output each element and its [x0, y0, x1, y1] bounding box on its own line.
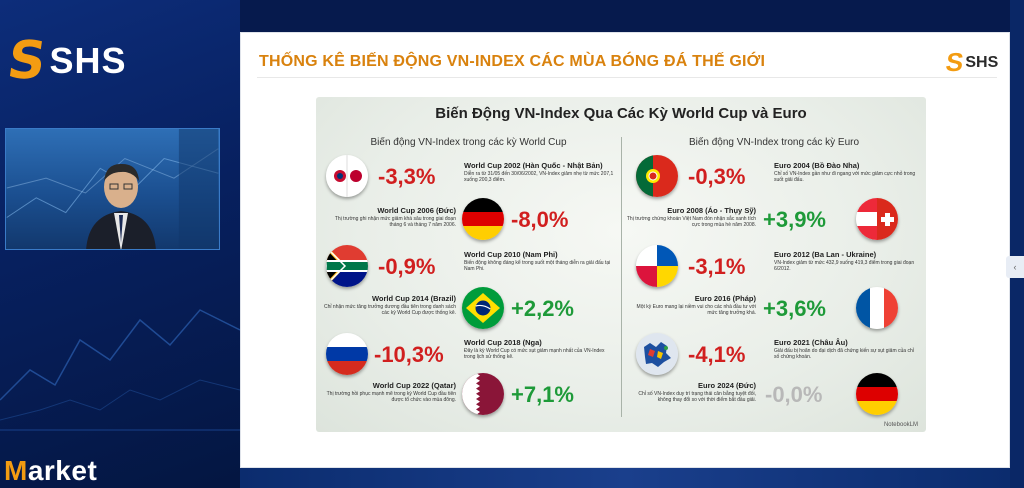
euro-2024-event: Euro 2024 (Đức): [698, 381, 756, 390]
euro-column-header: Biến động VN-Index trong các kỳ Euro: [688, 137, 860, 148]
notebooklm-credit: NotebookLM: [883, 422, 918, 428]
poland-ukraine-flag-icon: [636, 245, 678, 287]
wc-2002-change: -3,3%: [378, 164, 436, 189]
wc-2010-change: -0,9%: [378, 254, 436, 279]
euro-2008-desc: Thị trường chứng khoán Việt Nam đón nhận…: [626, 216, 756, 228]
wc-2002-desc: Diễn ra từ 31/05 đến 30/06/2002, VN-Inde…: [464, 171, 614, 183]
euro-2024-desc: Chỉ số VN-Index duy trì trạng thái cân b…: [638, 391, 756, 403]
france-flag-icon: [856, 287, 898, 329]
europe-map-flag-icon: [636, 333, 678, 375]
infographic-title: Biến Động VN-Index Qua Các Kỳ World Cup …: [435, 105, 807, 122]
euro-2008-event: Euro 2008 (Áo - Thụy Sỹ): [667, 206, 756, 215]
wc-2014-event: World Cup 2014 (Brazil): [371, 294, 456, 303]
shs-logo-mark: S: [3, 31, 50, 91]
wc-2018-desc: Đây là kỳ World Cup có mức sụt giảm mạnh…: [464, 348, 605, 360]
qatar-flag-icon: [462, 373, 504, 415]
slide-logo-mark: S: [943, 47, 966, 77]
market-label: Market: [4, 455, 97, 487]
euro-2008-change: +3,9%: [763, 207, 826, 232]
bottom-strip: [240, 468, 1010, 488]
market-label-rest: arket: [27, 455, 98, 486]
euro-2016-change: +3,6%: [763, 296, 826, 321]
euro-2021-change: -4,1%: [688, 342, 746, 367]
right-edge: [1010, 0, 1024, 488]
wc-2018-change: -10,3%: [374, 342, 444, 367]
austria-switzerland-flag-icon: [856, 198, 898, 240]
wc-2006-desc: Thị trường ghi nhận mức giảm khá sâu tro…: [334, 216, 456, 228]
presentation-slide: THỐNG KÊ BIẾN ĐỘNG VN-INDEX CÁC MÙA BÓNG…: [240, 32, 1010, 468]
shs-logo-text: SHS: [49, 40, 127, 81]
title-divider: [257, 77, 997, 78]
wc-2006-change: -8,0%: [511, 207, 569, 232]
portugal-flag-icon: [636, 155, 678, 197]
euro-2016-desc: Một kỳ Euro mang lại niềm vui cho các nh…: [636, 304, 756, 316]
wc-2014-desc: Chỉ nhận mức tăng trưởng dương đầu tiên …: [324, 304, 456, 316]
euro-2012-change: -3,1%: [688, 254, 746, 279]
presenter-figure: [86, 163, 156, 249]
shs-logo: S SHS: [4, 31, 127, 91]
germany-flag-icon: [462, 198, 504, 240]
euro-2004-desc: Chỉ số VN-Index gần như đi ngang với mức…: [774, 171, 916, 183]
wc-2010-event: World Cup 2010 (Nam Phi): [464, 250, 558, 259]
wc-2022-desc: Thị trường hồi phục mạnh mẽ trong kỳ Wor…: [326, 391, 456, 403]
euro-2021-desc: Giải đấu bị hoãn do đại dịch đã chứng ki…: [774, 348, 914, 360]
world-cup-column-header: Biến động VN-Index trong các kỳ World Cu…: [370, 137, 567, 148]
germany-euro-flag-icon: [856, 373, 898, 415]
euro-2021-event: Euro 2021 (Châu Âu): [774, 338, 848, 347]
wc-2006-event: World Cup 2006 (Đức): [377, 206, 456, 215]
slide-logo-text: SHS: [965, 53, 999, 71]
south-africa-flag-icon: [326, 245, 368, 287]
wc-2002-event: World Cup 2002 (Hàn Quốc - Nhật Bản): [464, 161, 603, 170]
euro-2024-change: -0,0%: [765, 382, 823, 407]
euro-2016-event: Euro 2016 (Pháp): [694, 294, 756, 303]
wc-2022-event: World Cup 2022 (Qatar): [372, 381, 456, 390]
euro-2004-event: Euro 2004 (Bồ Đào Nha): [774, 161, 860, 170]
euro-2004-change: -0,3%: [688, 164, 746, 189]
column-divider: [621, 137, 622, 417]
background-stock-chart: [0, 309, 240, 431]
slide-title: THỐNG KÊ BIẾN ĐỘNG VN-INDEX CÁC MÙA BÓNG…: [259, 53, 766, 70]
korea-japan-flag-icon: [326, 155, 368, 197]
russia-flag-icon: [326, 333, 368, 375]
euro-2012-desc: VN-Index giảm từ mức 432,9 xuống 419,3 đ…: [774, 260, 915, 272]
brazil-flag-icon: [462, 287, 504, 329]
infographic: Biến Động VN-Index Qua Các Kỳ World Cup …: [316, 97, 926, 432]
wc-2022-change: +7,1%: [511, 382, 574, 407]
side-scroll-tab[interactable]: ‹: [1006, 256, 1024, 278]
wc-2010-desc: Biến động không đáng kể trong suốt một t…: [464, 260, 611, 272]
webcam-video: [5, 128, 220, 250]
market-label-first-letter: M: [4, 455, 28, 486]
slide-logo: S SHS: [943, 47, 999, 78]
wc-2018-event: World Cup 2018 (Nga): [464, 338, 542, 347]
wc-2014-change: +2,2%: [511, 296, 574, 321]
euro-2012-event: Euro 2012 (Ba Lan - Ukraine): [774, 250, 877, 259]
